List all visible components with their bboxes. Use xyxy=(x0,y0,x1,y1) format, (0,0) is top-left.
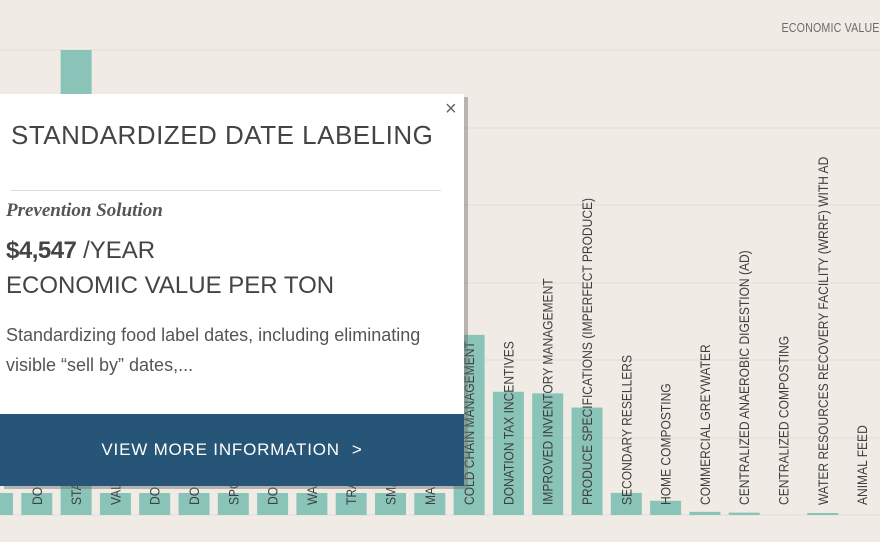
view-more-information-button[interactable]: VIEW MORE INFORMATION > xyxy=(0,414,464,486)
bar-label[interactable]: MA xyxy=(422,487,438,505)
economic-value-period: /YEAR xyxy=(83,237,156,264)
bar-label[interactable]: VAL xyxy=(108,483,124,505)
bar-label[interactable]: ANIMAL FEED xyxy=(854,425,870,505)
bar-label[interactable]: COLD CHAIN MANAGEMENT xyxy=(461,341,477,505)
bar-label[interactable]: DONATION TAX INCENTIVES xyxy=(501,341,517,505)
popup-economic-value: $4,547 /YEAR xyxy=(6,237,155,265)
bar[interactable] xyxy=(728,512,760,515)
bar-label[interactable]: IMPROVED INVENTORY MANAGEMENT xyxy=(540,278,556,505)
bar-label[interactable]: COMMERCIAL GREYWATER xyxy=(697,344,713,505)
popup-divider xyxy=(11,190,441,191)
bar-label[interactable]: HOME COMPOSTING xyxy=(658,383,674,505)
bar[interactable] xyxy=(99,493,131,515)
view-more-label: VIEW MORE INFORMATION xyxy=(101,440,340,459)
bar[interactable] xyxy=(257,493,289,515)
bar[interactable] xyxy=(0,493,13,515)
bar[interactable] xyxy=(492,391,524,515)
bar-label[interactable]: WA xyxy=(304,486,320,505)
bar[interactable] xyxy=(217,493,249,515)
bar-label[interactable]: SECONDARY RESELLERS xyxy=(618,355,634,505)
bar-label[interactable]: WATER RESOURCES RECOVERY FACILITY (WRRF)… xyxy=(815,157,831,505)
bar-label[interactable]: DO xyxy=(186,487,202,505)
popup-description: Standardizing food label dates, includin… xyxy=(6,325,421,375)
bar[interactable] xyxy=(532,393,564,515)
bar[interactable] xyxy=(178,493,210,515)
bar-label[interactable]: CENTRALIZED ANAEROBIC DIGESTION (AD) xyxy=(736,250,752,505)
bar-label[interactable]: PRODUCE SPECIFICATIONS (IMPERFECT PRODUC… xyxy=(579,198,595,505)
bar-label[interactable]: DO xyxy=(265,487,281,505)
bar[interactable] xyxy=(807,513,839,515)
bar[interactable] xyxy=(414,493,446,515)
popup-title: STANDARDIZED DATE LABELING xyxy=(11,120,434,150)
bar[interactable] xyxy=(21,493,53,515)
bar[interactable] xyxy=(571,407,603,515)
bar-label[interactable]: DO xyxy=(29,487,45,505)
bar[interactable] xyxy=(139,493,171,515)
bar-label[interactable]: DO xyxy=(147,487,163,505)
close-icon[interactable]: × xyxy=(445,98,457,120)
bar-label[interactable]: CENTRALIZED COMPOSTING xyxy=(776,336,792,505)
bar[interactable] xyxy=(689,511,721,515)
bar-label[interactable]: STA xyxy=(68,482,84,505)
bar[interactable] xyxy=(335,493,367,515)
chart-legend-label: ECONOMIC VALUE xyxy=(781,20,880,35)
economic-value-unit: ECONOMIC VALUE PER TON xyxy=(6,272,335,299)
bar[interactable] xyxy=(296,493,328,515)
popup-category: Prevention Solution xyxy=(6,200,163,221)
bar[interactable] xyxy=(610,492,642,515)
bar[interactable] xyxy=(375,493,406,515)
chevron-right-icon: > xyxy=(351,440,363,459)
bar[interactable] xyxy=(650,500,682,515)
bar-label[interactable]: TRA xyxy=(343,481,359,505)
economic-value-amount: $4,547 xyxy=(6,237,77,264)
